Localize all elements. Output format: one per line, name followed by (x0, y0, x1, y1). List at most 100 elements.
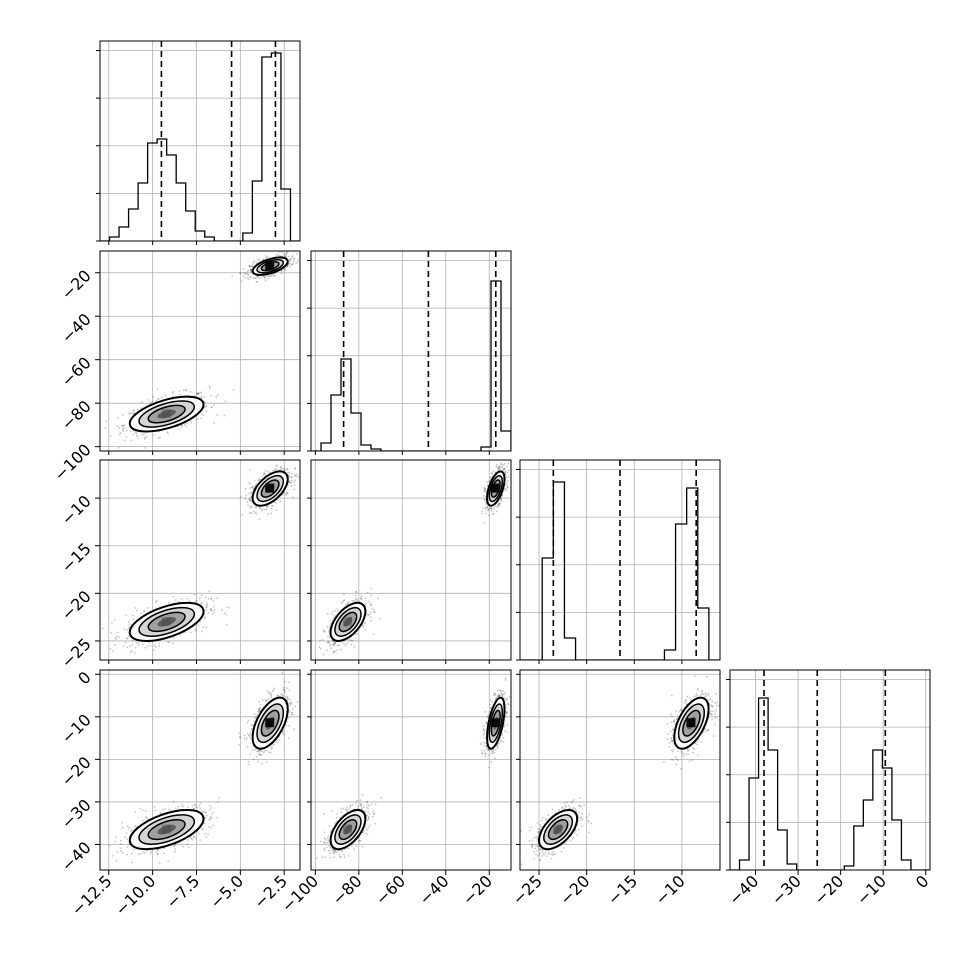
sample-point (200, 602, 202, 605)
sample-point (208, 809, 211, 811)
sample-point (210, 406, 213, 409)
sample-point (209, 818, 212, 821)
sample-point (350, 643, 353, 646)
sample-point (323, 630, 326, 633)
sample-point (283, 467, 286, 470)
sample-point (506, 486, 509, 489)
sample-point (256, 281, 259, 283)
sample-point (111, 854, 114, 857)
sample-point (135, 641, 138, 644)
sample-point (212, 599, 215, 602)
sample-point (153, 805, 156, 808)
sample-point (346, 642, 349, 645)
sample-point (184, 388, 187, 391)
sample-point (248, 265, 251, 267)
density-contour (157, 824, 176, 835)
sample-point (251, 266, 254, 268)
sample-point (270, 512, 273, 515)
sample-point (205, 606, 207, 609)
sample-point (334, 610, 337, 612)
sample-point (192, 807, 195, 810)
sample-point (243, 272, 246, 275)
sample-point (196, 392, 199, 395)
sample-point (247, 269, 250, 272)
sample-point (248, 763, 250, 766)
sample-point (184, 425, 187, 428)
sample-point (295, 473, 298, 476)
sample-point (202, 810, 205, 813)
sample-point (280, 272, 283, 275)
sample-point (497, 468, 500, 470)
sample-point (326, 612, 329, 615)
sample-point (274, 501, 277, 504)
sample-point (193, 593, 196, 596)
sample-point (289, 258, 292, 261)
sample-point (164, 394, 167, 397)
sample-point (494, 505, 497, 508)
sample-point (292, 713, 295, 716)
sample-point (305, 689, 307, 691)
sample-point (327, 640, 330, 643)
sample-point (289, 479, 292, 482)
sample-point (247, 278, 250, 281)
sample-point (294, 468, 297, 470)
sample-point (205, 604, 208, 607)
sample-point (280, 251, 283, 254)
sample-point (174, 599, 177, 601)
sample-point (490, 507, 493, 510)
sample-point (231, 274, 234, 277)
sample-point (355, 598, 358, 601)
sample-point (123, 424, 126, 427)
sample-point (257, 479, 259, 482)
sample-point (318, 646, 321, 649)
sample-point (94, 622, 96, 624)
sample-point (267, 697, 270, 700)
sample-point (295, 262, 298, 265)
sample-point (286, 492, 289, 495)
sample-point (261, 762, 264, 765)
sample-point (285, 494, 288, 496)
sample-point (258, 708, 260, 711)
sample-point (249, 499, 252, 502)
sample-point (332, 651, 334, 654)
sample-point (269, 752, 272, 754)
sample-point (495, 465, 498, 468)
sample-point (371, 608, 373, 610)
sample-point (205, 410, 208, 413)
sample-point (152, 400, 154, 403)
sample-point (157, 398, 160, 401)
sample-point (265, 508, 268, 511)
sample-point (491, 472, 494, 475)
sample-point (369, 602, 372, 605)
sample-point (499, 466, 502, 468)
sample-point (197, 392, 200, 395)
sample-point (281, 693, 284, 696)
sample-point (504, 488, 507, 491)
sample-point (210, 807, 213, 810)
sample-point (180, 426, 183, 428)
sample-point (207, 598, 210, 600)
sample-point (171, 392, 174, 394)
sample-point (122, 430, 125, 433)
density-peak (161, 616, 171, 626)
sample-point (322, 629, 325, 631)
sample-point (211, 613, 214, 616)
sample-point (259, 706, 261, 709)
sample-point (243, 737, 246, 740)
sample-point (293, 484, 296, 487)
sample-point (483, 498, 486, 501)
sample-point (194, 804, 197, 806)
sample-point (189, 391, 192, 393)
sample-point (270, 697, 273, 699)
sample-point (156, 853, 159, 856)
sample-point (141, 809, 144, 811)
sample-point (364, 597, 367, 600)
sample-point (125, 429, 128, 432)
sample-point (212, 605, 215, 608)
sample-point (487, 508, 490, 511)
sample-point (140, 407, 143, 409)
sample-point (208, 804, 211, 807)
sample-point (182, 845, 185, 848)
sample-point (322, 653, 325, 656)
sample-point (113, 618, 116, 621)
